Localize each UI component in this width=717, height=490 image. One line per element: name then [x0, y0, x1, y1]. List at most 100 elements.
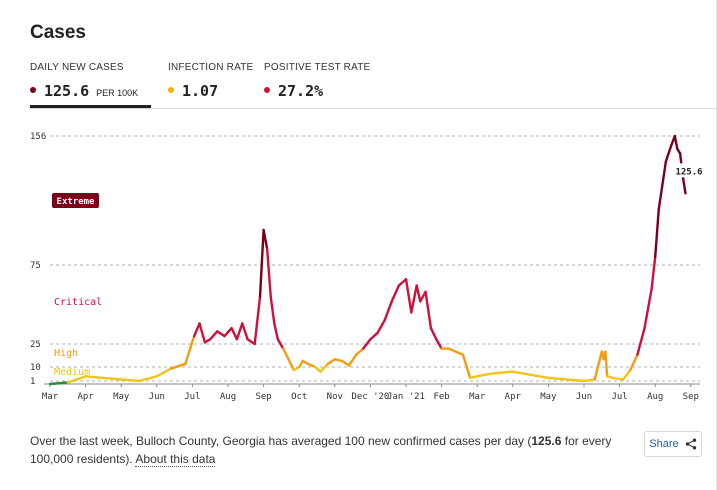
x-tick-label: Jun: [576, 392, 592, 402]
summary-before: Over the last week, Bulloch County, Geor…: [30, 434, 532, 448]
series-segment: [611, 376, 625, 381]
series-segment: [529, 373, 550, 380]
share-button[interactable]: Share: [644, 431, 702, 457]
x-tick-label: Aug: [647, 392, 663, 402]
series-segment: [281, 347, 290, 361]
series-segment: [265, 247, 272, 298]
series-segment: [326, 358, 336, 366]
series-segment: [404, 278, 413, 314]
series-segment: [137, 375, 159, 383]
y-tick-label: 156: [30, 132, 46, 142]
svg-text:Extreme: Extreme: [57, 197, 96, 207]
tab-daily-new-cases[interactable]: DAILY NEW CASES 125.6 PER 100K: [30, 62, 151, 108]
y-tick-label: 1: [30, 377, 35, 387]
summary-highlight: 125.6: [531, 434, 562, 448]
series-segment: [643, 287, 653, 330]
series-segment: [376, 319, 386, 335]
series-segment: [192, 322, 201, 338]
series-segment: [287, 358, 296, 372]
tab-value: 1.07: [182, 82, 219, 100]
series-segment: [230, 326, 239, 341]
series-segment: [84, 375, 105, 380]
x-tick-label: Dec '20: [351, 392, 389, 402]
series-segment: [155, 367, 173, 378]
series-segment: [269, 295, 276, 325]
tab-label: INFECTION RATE: [168, 62, 254, 73]
series-segment: [276, 338, 285, 350]
tab-unit: PER 100K: [96, 88, 139, 98]
series-segment: [340, 359, 351, 367]
x-tick-label: Mar: [42, 392, 59, 402]
series-segment: [262, 228, 269, 251]
share-label: Share: [649, 438, 679, 450]
x-tick-label: Apr: [505, 392, 522, 402]
x-tick-label: Oct: [291, 392, 307, 402]
series-segment: [654, 208, 660, 259]
series-segment: [241, 322, 249, 341]
x-tick-label: Jul: [611, 392, 627, 402]
tab-label: POSITIVE TEST RATE: [264, 62, 371, 73]
series-segment: [246, 338, 256, 346]
x-tick-label: Jan '21: [387, 392, 425, 402]
zone-label-extreme: Extreme: [52, 193, 99, 208]
series-segment: [48, 381, 70, 386]
summary-text: Over the last week, Bulloch County, Geor…: [30, 432, 620, 468]
series-segment: [657, 184, 664, 211]
x-tick-label: Sep: [683, 392, 699, 402]
tab-positive-test-rate[interactable]: POSITIVE TEST RATE 27.2%: [264, 62, 371, 108]
series-segment: [429, 326, 438, 341]
series-segment: [198, 322, 207, 344]
series-segment: [333, 358, 344, 363]
series-segment: [383, 300, 393, 322]
series-segment: [273, 322, 280, 341]
series-segment: [664, 144, 673, 163]
x-tick-label: May: [540, 392, 557, 402]
series-segment: [319, 362, 329, 373]
x-tick-label: Jul: [184, 392, 200, 402]
x-tick-label: Feb: [433, 392, 449, 402]
series-segment: [253, 295, 262, 346]
cases-series: [48, 134, 687, 386]
svg-text:125.6: 125.6: [675, 167, 702, 177]
series-segment: [454, 350, 465, 356]
series-segment: [169, 362, 187, 370]
series-segment: [629, 353, 639, 372]
x-tick-label: Nov: [327, 392, 343, 402]
series-segment: [636, 326, 646, 356]
series-segment: [258, 228, 265, 298]
series-segment: [673, 134, 679, 150]
metric-tabs: DAILY NEW CASES 125.6 PER 100K INFECTION…: [30, 62, 716, 109]
series-segment: [424, 290, 433, 330]
about-data-link[interactable]: About this data: [135, 452, 216, 467]
x-tick-label: Mar: [469, 392, 486, 402]
y-tick-label: 75: [30, 261, 41, 271]
series-segment: [447, 347, 458, 353]
zone-label-medium: Medium: [54, 367, 90, 378]
series-segment: [661, 160, 668, 187]
series-segment: [435, 338, 443, 350]
x-tick-label: May: [113, 392, 130, 402]
series-segment: [621, 368, 632, 381]
series-segment: [347, 353, 358, 367]
zone-label-critical: Critical: [54, 297, 102, 308]
tab-dot-icon: [264, 87, 270, 93]
cases-chart: 1 10 25 75 156 Mar Apr May Jun Jul Aug Sep Oct Nov Dec…: [30, 132, 714, 402]
tab-dot-icon: [168, 87, 174, 93]
series-segment: [468, 375, 479, 380]
series-segment: [565, 378, 586, 383]
series-segment: [547, 376, 568, 381]
series-segment: [306, 362, 317, 369]
series-segment: [593, 350, 603, 381]
series-segment: [369, 331, 379, 341]
series-segment: [362, 338, 372, 350]
series-segment: [397, 278, 408, 287]
series-segment: [493, 370, 514, 375]
y-tick-label: 25: [30, 340, 41, 350]
series-segment: [390, 284, 401, 303]
series-segment: [235, 322, 244, 341]
tab-infection-rate[interactable]: INFECTION RATE 1.07: [168, 62, 254, 108]
series-segment: [476, 373, 486, 378]
zone-label-high: High: [54, 348, 78, 359]
x-tick-label: Apr: [77, 392, 94, 402]
